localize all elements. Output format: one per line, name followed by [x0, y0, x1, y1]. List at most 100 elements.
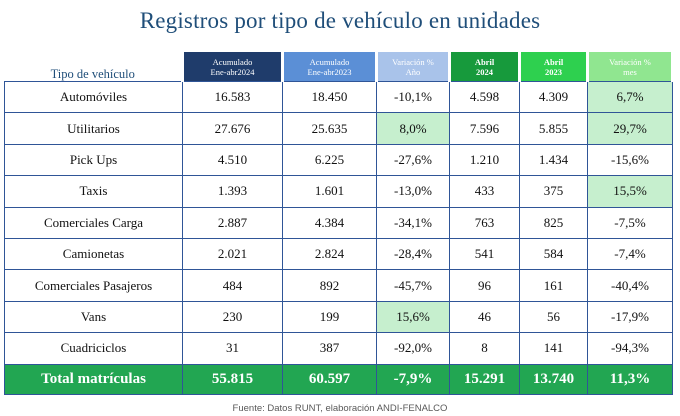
header-line: Año	[405, 66, 421, 77]
cell-abril-2023: 825	[519, 206, 588, 239]
header-line: mes	[623, 66, 637, 77]
cell-acum-2023: 1.601	[282, 175, 377, 208]
table-header-row: Tipo de vehículo Acumulado Ene-abr2024 A…	[4, 52, 674, 82]
cell-var-mes: -17,9%	[587, 300, 673, 334]
cell-acum-2023: 6.225	[282, 143, 377, 177]
cell-var-anio: -13,0%	[376, 175, 450, 208]
header-line: 2023	[545, 66, 562, 77]
cell-var-mes: -7,5%	[587, 206, 673, 239]
cell-acum-2023: 4.384	[282, 206, 377, 239]
cell-abril-2023: 5.855	[519, 112, 588, 145]
header-line: Ene-abr2023	[307, 66, 352, 77]
cell-acum-2024: 27.676	[182, 112, 283, 145]
cell-var-mes: -15,6%	[587, 143, 673, 177]
table-row: Vans 230 199 15,6% 46 56 -17,9%	[4, 300, 673, 334]
cell-abril-2024: 46	[449, 300, 520, 334]
cell-var-mes: 15,5%	[587, 175, 673, 208]
cell-var-anio: 15,6%	[376, 300, 450, 334]
cell-abril-2024: 96	[449, 269, 520, 302]
registros-table: Tipo de vehículo Acumulado Ene-abr2024 A…	[4, 52, 674, 395]
table-row: Comerciales Carga 2.887 4.384 -34,1% 763…	[4, 206, 673, 239]
cell-var-anio: -28,4%	[376, 237, 450, 271]
header-line: Variación %	[392, 56, 434, 67]
table-row: Cuadriciclos 31 387 -92,0% 8 141 -94,3%	[4, 332, 673, 365]
cell-acum-2023: 25.635	[282, 112, 377, 145]
page-title: Registros por tipo de vehículo en unidad…	[139, 8, 541, 33]
total-row: Total matrículas 55.815 60.597 -7,9% 15.…	[4, 363, 673, 395]
cell-var-mes: 29,7%	[587, 112, 673, 145]
header-variacion-anio: Variación % Año	[375, 52, 451, 82]
cell-tipo: Cuadriciclos	[4, 332, 183, 365]
cell-acum-2024: 2.021	[182, 237, 283, 271]
source-note: Fuente: Datos RUNT, elaboración ANDI-FEN…	[232, 403, 448, 414]
header-abril-2024: Abril 2024	[448, 52, 521, 82]
header-line: Abril	[474, 56, 495, 67]
cell-abril-2023: 375	[519, 175, 588, 208]
header-line: Acumulado	[309, 56, 350, 67]
cell-abril-2024: 7.596	[449, 112, 520, 145]
total-abril-2023: 13.740	[519, 363, 588, 395]
cell-acum-2024: 2.887	[182, 206, 283, 239]
table-row: Pick Ups 4.510 6.225 -27,6% 1.210 1.434 …	[4, 143, 673, 177]
cell-acum-2024: 4.510	[182, 143, 283, 177]
cell-tipo: Camionetas	[4, 237, 183, 271]
cell-acum-2024: 1.393	[182, 175, 283, 208]
table-row: Utilitarios 27.676 25.635 8,0% 7.596 5.8…	[4, 112, 673, 145]
cell-var-anio: -10,1%	[376, 80, 450, 114]
table-row: Taxis 1.393 1.601 -13,0% 433 375 15,5%	[4, 175, 673, 208]
cell-acum-2024: 16.583	[182, 80, 283, 114]
cell-acum-2023: 199	[282, 300, 377, 334]
cell-var-anio: -92,0%	[376, 332, 450, 365]
cell-abril-2024: 4.598	[449, 80, 520, 114]
cell-tipo: Comerciales Pasajeros	[4, 269, 183, 302]
cell-var-anio: -27,6%	[376, 143, 450, 177]
header-line: Abril	[543, 56, 564, 67]
cell-abril-2024: 763	[449, 206, 520, 239]
total-acum-2023: 60.597	[282, 363, 377, 395]
cell-abril-2023: 584	[519, 237, 588, 271]
cell-tipo: Automóviles	[4, 80, 183, 114]
cell-tipo: Pick Ups	[4, 143, 183, 177]
header-variacion-mes: Variación % mes	[586, 52, 674, 82]
cell-abril-2024: 1.210	[449, 143, 520, 177]
cell-tipo: Taxis	[4, 175, 183, 208]
cell-var-mes: 6,7%	[587, 80, 673, 114]
header-abril-2023: Abril 2023	[518, 52, 589, 82]
total-var-mes: 11,3%	[587, 363, 673, 395]
total-acum-2024: 55.815	[182, 363, 283, 395]
cell-acum-2024: 230	[182, 300, 283, 334]
cell-abril-2024: 433	[449, 175, 520, 208]
cell-acum-2024: 31	[182, 332, 283, 365]
cell-abril-2023: 56	[519, 300, 588, 334]
total-var-anio: -7,9%	[376, 363, 450, 395]
total-label: Total matrículas	[4, 363, 183, 395]
cell-acum-2024: 484	[182, 269, 283, 302]
total-abril-2024: 15.291	[449, 363, 520, 395]
cell-abril-2024: 541	[449, 237, 520, 271]
cell-var-anio: -34,1%	[376, 206, 450, 239]
cell-acum-2023: 2.824	[282, 237, 377, 271]
cell-tipo: Vans	[4, 300, 183, 334]
cell-acum-2023: 387	[282, 332, 377, 365]
cell-var-mes: -7,4%	[587, 237, 673, 271]
cell-tipo: Comerciales Carga	[4, 206, 183, 239]
table-row: Comerciales Pasajeros 484 892 -45,7% 96 …	[4, 269, 673, 302]
header-acumulado-2023: Acumulado Ene-abr2023	[281, 52, 378, 82]
header-line: 2024	[476, 66, 493, 77]
header-line: Ene-abr2024	[210, 66, 255, 77]
cell-tipo: Utilitarios	[4, 112, 183, 145]
cell-abril-2023: 1.434	[519, 143, 588, 177]
header-line: Acumulado	[212, 56, 253, 67]
cell-var-mes: -40,4%	[587, 269, 673, 302]
cell-acum-2023: 18.450	[282, 80, 377, 114]
cell-var-anio: 8,0%	[376, 112, 450, 145]
cell-abril-2023: 4.309	[519, 80, 588, 114]
cell-abril-2024: 8	[449, 332, 520, 365]
cell-var-mes: -94,3%	[587, 332, 673, 365]
cell-var-anio: -45,7%	[376, 269, 450, 302]
cell-acum-2023: 892	[282, 269, 377, 302]
table-row: Automóviles 16.583 18.450 -10,1% 4.598 4…	[4, 80, 673, 114]
table-row: Camionetas 2.021 2.824 -28,4% 541 584 -7…	[4, 237, 673, 271]
header-acumulado-2024: Acumulado Ene-abr2024	[181, 52, 284, 82]
header-line: Variación %	[609, 56, 651, 67]
